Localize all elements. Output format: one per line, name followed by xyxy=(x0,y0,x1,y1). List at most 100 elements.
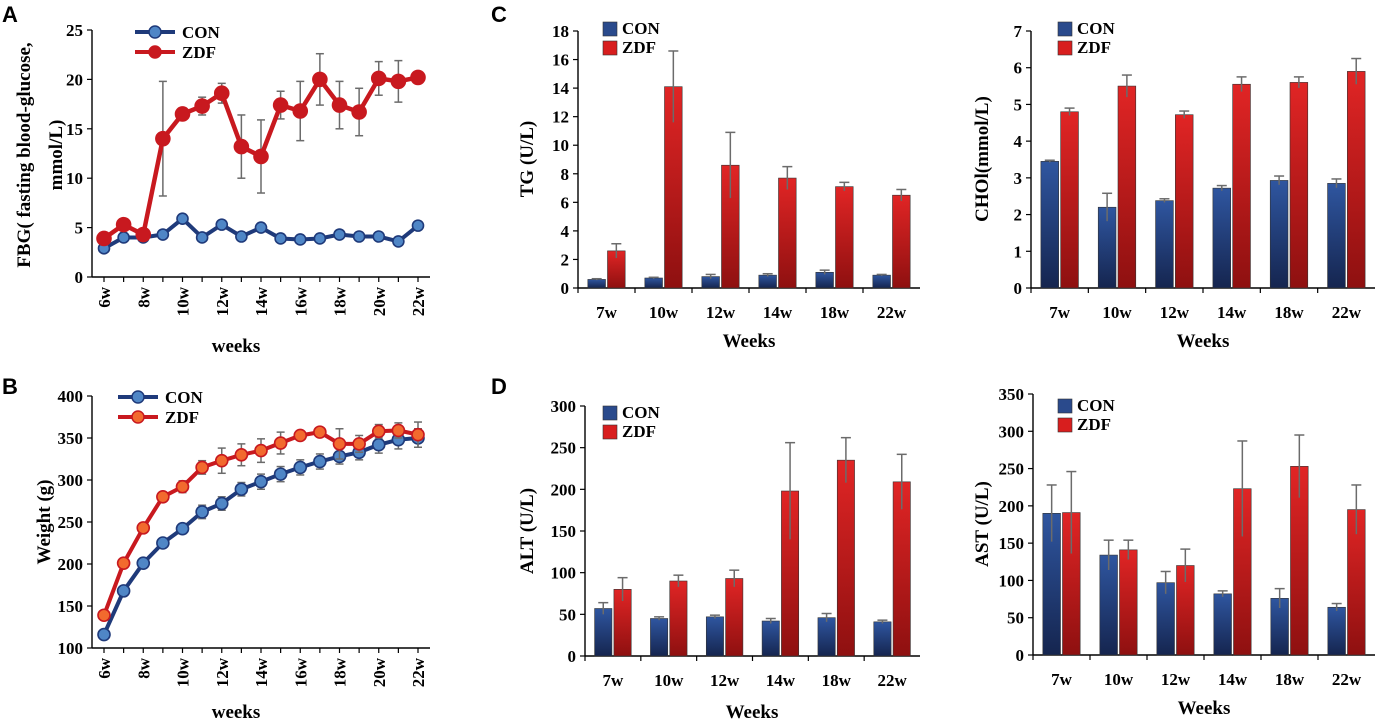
data-point xyxy=(156,489,170,504)
x-tick-label: 22w xyxy=(409,286,428,316)
series-con xyxy=(587,269,891,289)
legend-label: ZDF xyxy=(165,408,199,427)
y-tick-label: 300 xyxy=(999,422,1025,441)
data-point xyxy=(331,97,348,113)
x-tick-label: 20w xyxy=(370,657,389,687)
legend-label: CON xyxy=(622,19,661,38)
data-point xyxy=(215,218,229,231)
bar xyxy=(1213,593,1232,656)
y-tick-label: 100 xyxy=(551,564,577,583)
x-tick-label: 18w xyxy=(822,671,852,690)
data-point xyxy=(370,70,387,87)
y-tick-label: 300 xyxy=(551,397,577,416)
y-tick-label: 0 xyxy=(561,279,570,298)
data-point xyxy=(292,103,309,119)
x-tick-label: 8w xyxy=(134,657,153,679)
x-tick-label: 7w xyxy=(1051,670,1073,689)
x-tick-label: 12w xyxy=(706,303,736,322)
y-tick-label: 200 xyxy=(58,555,84,574)
data-point xyxy=(97,627,111,642)
data-point xyxy=(195,460,209,475)
y-tick-label: 150 xyxy=(58,597,84,616)
chart-a: 0 5 10 15 20 25 FBG( fasting blood-glucose, mmo… xyxy=(14,21,430,357)
legend-label: ZDF xyxy=(182,43,216,62)
x-tick-label: 22w xyxy=(1332,303,1362,322)
legend-label: CON xyxy=(1077,19,1116,38)
y-tick-label: 250 xyxy=(58,513,84,532)
x-tick-label: 18w xyxy=(820,303,850,322)
data-point xyxy=(117,231,130,244)
bar xyxy=(873,621,892,657)
bar xyxy=(815,271,834,289)
bar xyxy=(644,277,663,289)
y-tick-label: 2 xyxy=(1014,206,1023,225)
y-tick-label: 2 xyxy=(561,250,570,269)
x-tick-label: 10w xyxy=(174,286,193,316)
data-point xyxy=(410,69,426,86)
y-tick-label: 0 xyxy=(568,647,577,666)
y-tick-label: 350 xyxy=(999,385,1025,404)
y-tick-label: 8 xyxy=(561,165,570,184)
series-line xyxy=(102,436,419,636)
data-point xyxy=(135,226,152,243)
y-tick-label: 0 xyxy=(75,268,84,287)
x-tick-label: 16w xyxy=(291,286,310,316)
legend-swatch xyxy=(1057,417,1073,433)
y-tick-label: 300 xyxy=(58,471,84,490)
y-tick-label: 15 xyxy=(66,120,83,139)
x-tick-label: 22w xyxy=(1332,670,1362,689)
data-point xyxy=(254,443,268,458)
data-point xyxy=(136,521,151,535)
x-tick-label: 16w xyxy=(291,657,310,687)
legend-swatch xyxy=(602,424,618,440)
x-tick-label: 14w xyxy=(252,657,271,687)
legend-marker xyxy=(131,410,145,424)
data-point xyxy=(411,427,425,442)
x-tick-label: 22w xyxy=(877,671,907,690)
bar xyxy=(817,617,836,657)
y-axis-label: CHOl(mmol/L) xyxy=(972,96,993,222)
bar xyxy=(835,186,854,289)
y-axis-label: FBG( fasting blood-glucose, xyxy=(14,42,35,268)
bar xyxy=(761,620,780,657)
series-con xyxy=(1042,484,1346,656)
x-tick-label: 10w xyxy=(174,657,193,687)
y-tick-label: 14 xyxy=(552,79,570,98)
y-tick-label: 150 xyxy=(999,534,1025,553)
x-tick-label: 20w xyxy=(370,286,389,316)
y-axis-label: TG (U/L) xyxy=(517,121,538,198)
y-tick-label: 10 xyxy=(552,136,569,155)
x-tick-label: 10w xyxy=(654,671,684,690)
data-point xyxy=(234,447,249,462)
data-point xyxy=(293,460,308,475)
legend-swatch xyxy=(1057,21,1073,37)
data-point xyxy=(213,85,230,102)
y-tick-label: 4 xyxy=(1014,132,1023,151)
bar xyxy=(1212,187,1231,289)
x-tick-label: 18w xyxy=(331,657,350,687)
y-tick-label: 200 xyxy=(999,497,1025,516)
y-axis-label: AST (U/L) xyxy=(972,481,993,567)
y-tick-label: 0 xyxy=(1016,646,1025,665)
x-axis-label: Weeks xyxy=(726,702,779,722)
bar xyxy=(725,578,744,657)
bar xyxy=(1232,83,1251,289)
y-tick-label: 10 xyxy=(66,169,83,188)
data-point xyxy=(136,556,151,570)
data-point xyxy=(254,221,268,234)
x-axis-label: Weeks xyxy=(1177,331,1230,352)
legend-swatch xyxy=(602,405,618,421)
data-point xyxy=(352,230,366,243)
panel-label-c: C xyxy=(491,2,507,27)
data-point xyxy=(214,453,229,468)
data-point xyxy=(273,467,288,481)
x-tick-label: 14w xyxy=(252,286,271,316)
data-point xyxy=(293,233,307,246)
series-con xyxy=(1040,159,1346,289)
y-tick-label: 5 xyxy=(1014,95,1023,114)
chart-d1: 0 50 100 150 200 250 300 ALT (U/L) Weeks 7w 10w 12w… xyxy=(517,397,920,722)
y-tick-label: 50 xyxy=(1007,609,1024,628)
bar xyxy=(650,618,669,657)
x-tick-label: 6w xyxy=(95,657,114,679)
